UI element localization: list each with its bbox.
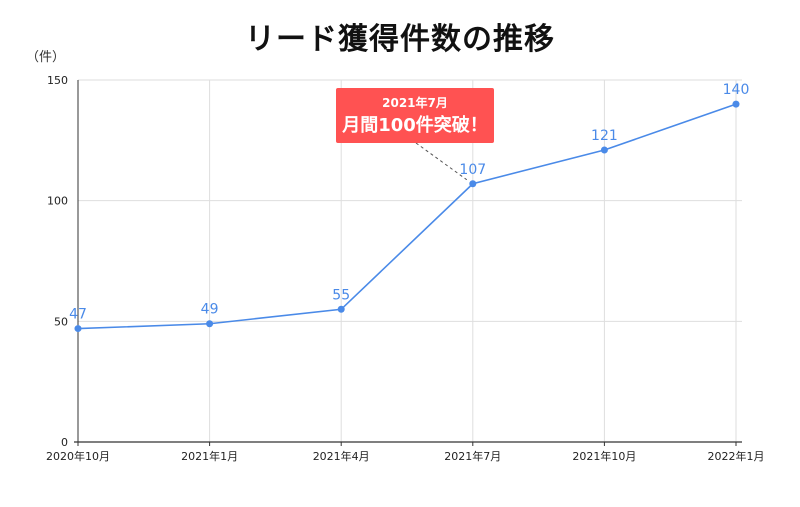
data-point: [732, 100, 740, 108]
y-tick-label: 50: [54, 315, 68, 328]
y-tick-label: 150: [47, 74, 68, 87]
series: 47 49 55 107 121 140: [69, 82, 750, 333]
data-point: [206, 320, 214, 328]
x-tick-label: 2021年1月: [181, 449, 238, 463]
data-point: [337, 305, 345, 313]
data-label: 140: [723, 82, 750, 98]
data-point: [469, 180, 477, 188]
y-tick-label: 0: [61, 436, 68, 449]
y-axis-unit-label: （件）: [26, 50, 66, 65]
data-label: 47: [69, 307, 87, 323]
callout-leader-line: [415, 142, 468, 181]
chart-title: リード獲得件数の推移: [245, 22, 555, 57]
data-label: 49: [201, 302, 219, 318]
x-tick-label: 2021年7月: [444, 449, 501, 463]
x-tick-label: 2020年10月: [46, 449, 110, 463]
x-tick-label: 2022年1月: [708, 449, 765, 463]
data-label: 55: [332, 287, 350, 303]
annotation-callout: 2021年7月 月間100件突破！: [336, 88, 494, 181]
x-tick-label: 2021年10月: [572, 449, 636, 463]
callout-date-text: 2021年7月: [382, 95, 448, 110]
data-point: [74, 325, 82, 333]
y-tick-label: 100: [47, 195, 68, 208]
series-line: [77, 103, 737, 330]
data-label: 107: [459, 162, 486, 178]
data-point: [600, 146, 608, 154]
callout-message-text: 月間100件突破！: [341, 114, 488, 136]
x-tick-label: 2021年4月: [313, 449, 370, 463]
callout-box: [336, 88, 494, 143]
data-label: 121: [591, 128, 618, 144]
